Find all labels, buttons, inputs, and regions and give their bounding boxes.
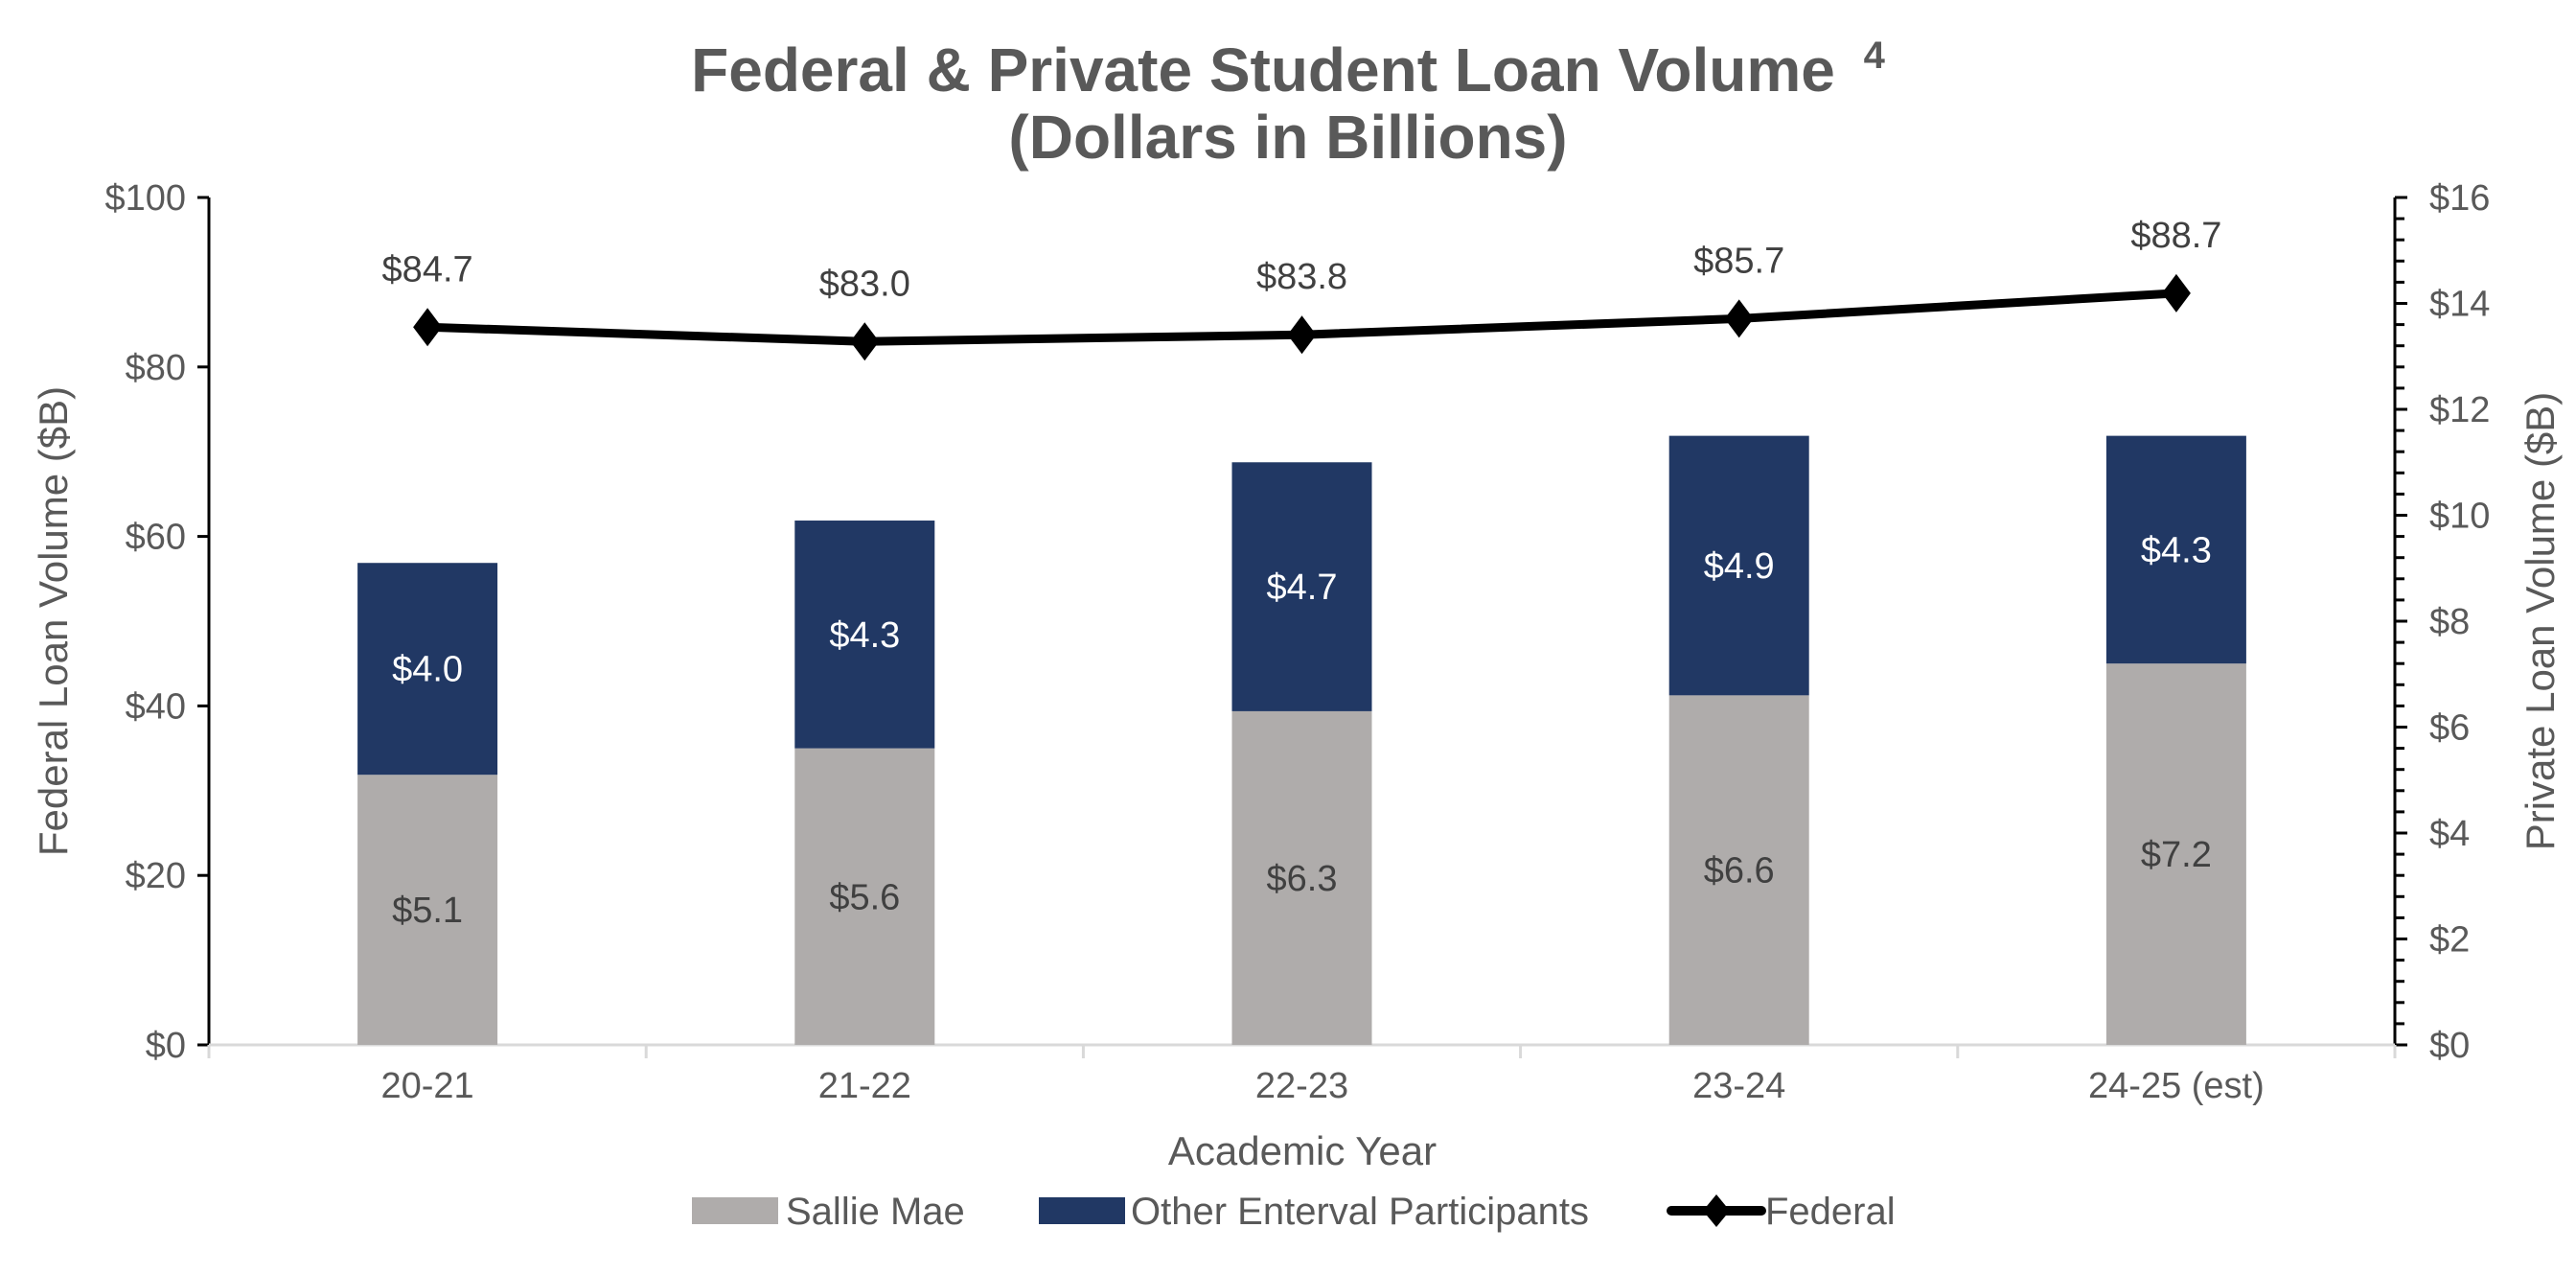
bar-label-other-participants: $4.3 — [829, 615, 900, 656]
left-tick-label: $0 — [146, 1026, 186, 1066]
right-tick-label: $14 — [2429, 285, 2490, 325]
left-y-axis: $0 $20 $40 $60 $80 $100 — [104, 178, 211, 1066]
bar-stack: $7.2 $4.3 — [2105, 435, 2246, 1045]
bar-stack: $6.3 $4.7 — [1231, 462, 1372, 1045]
bar-segment-other-participants — [1668, 435, 1809, 696]
x-tick-label: 22-23 — [1255, 1066, 1348, 1106]
x-axis: 20-21 21-22 22-23 23-24 24-25 (est) — [207, 1043, 2397, 1106]
bar-segment-sallie-mae — [357, 775, 498, 1045]
federal-line-series: $84.7 $83.0 $83.8 $85.7 $88.7 — [382, 216, 2221, 361]
right-tick-label: $16 — [2429, 178, 2490, 219]
x-tick-label: 23-24 — [1692, 1066, 1785, 1106]
legend-swatch-other-participants — [1039, 1197, 1125, 1224]
bar-segment-other-participants — [1231, 462, 1372, 711]
right-tick-label: $4 — [2429, 814, 2470, 854]
bar-label-sallie-mae: $7.2 — [2141, 835, 2212, 875]
left-tick-label: $20 — [126, 856, 186, 896]
federal-data-label: $85.7 — [1693, 241, 1784, 281]
federal-diamond-marker-icon — [413, 308, 443, 347]
x-axis-title: Academic Year — [1168, 1128, 1437, 1173]
legend-federal-diamond-icon — [1703, 1194, 1730, 1227]
x-tick-label: 20-21 — [380, 1066, 473, 1106]
bar-label-sallie-mae: $5.1 — [392, 891, 463, 931]
left-tick-label: $100 — [104, 178, 186, 219]
right-tick-label: $12 — [2429, 390, 2490, 430]
bar-segment-sallie-mae — [2105, 663, 2246, 1045]
right-tick-label: $6 — [2429, 708, 2470, 749]
bar-stack: $5.1 $4.0 — [357, 563, 498, 1045]
bar-label-sallie-mae: $6.3 — [1267, 859, 1338, 899]
bar-label-other-participants: $4.3 — [2141, 530, 2212, 570]
bar-label-other-participants: $4.7 — [1267, 568, 1338, 608]
right-y-axis: $0 $2 $4 $6 $8 $10 $12 $14 $16 — [2393, 178, 2490, 1066]
federal-data-label: $84.7 — [382, 249, 473, 290]
left-tick-label: $80 — [126, 348, 186, 388]
svg-text:Federal & Private Student Loan: Federal & Private Student Loan Volume 4 — [691, 35, 1886, 104]
legend-label-federal: Federal — [1765, 1191, 1896, 1233]
bar-segment-other-participants — [357, 563, 498, 776]
federal-data-label: $88.7 — [2130, 216, 2221, 256]
stacked-bars: $5.1 $4.0 $5.6 $4.3 $6.3 $4.7 $6.6 $4.9 $7.2 $4.3 — [357, 435, 2246, 1045]
right-tick-label: $10 — [2429, 497, 2490, 537]
bar-segment-other-participants — [794, 521, 935, 749]
right-tick-label: $0 — [2429, 1026, 2470, 1066]
right-tick-label: $8 — [2429, 602, 2470, 642]
bar-segment-sallie-mae — [1231, 710, 1372, 1045]
bar-segment-other-participants — [2105, 435, 2246, 664]
federal-data-label: $83.8 — [1256, 257, 1347, 297]
right-axis-title: Private Loan Volume ($B) — [2518, 392, 2563, 851]
x-tick-label: 24-25 (est) — [2088, 1066, 2265, 1106]
title-superscript: 4 — [1864, 35, 1886, 77]
bar-segment-sallie-mae — [794, 748, 935, 1045]
bar-label-other-participants: $4.9 — [1704, 546, 1775, 587]
title-line1: Federal & Private Student Loan Volume — [691, 35, 1835, 104]
left-axis-title: Federal Loan Volume ($B) — [31, 386, 76, 856]
legend-swatch-sallie-mae — [692, 1197, 778, 1224]
bar-label-other-participants: $4.0 — [392, 650, 463, 690]
left-tick-label: $60 — [126, 518, 186, 558]
right-tick-label: $2 — [2429, 920, 2470, 961]
federal-diamond-marker-icon — [850, 322, 880, 361]
federal-diamond-marker-icon — [1724, 299, 1754, 338]
bar-stack: $6.6 $4.9 — [1668, 435, 1809, 1045]
legend: Sallie Mae Other Enterval Participants F… — [692, 1191, 1896, 1233]
bar-segment-sallie-mae — [1668, 695, 1809, 1045]
federal-diamond-marker-icon — [1287, 315, 1317, 355]
bar-label-sallie-mae: $5.6 — [829, 877, 900, 917]
bar-stack: $5.6 $4.3 — [794, 521, 935, 1045]
chart-title: Federal & Private Student Loan Volume 4 … — [691, 35, 1886, 172]
federal-diamond-marker-icon — [2161, 273, 2191, 313]
bar-label-sallie-mae: $6.6 — [1704, 851, 1775, 892]
title-line2: (Dollars in Billions) — [1008, 103, 1567, 172]
left-tick-label: $40 — [126, 686, 186, 727]
legend-label-other-participants: Other Enterval Participants — [1131, 1191, 1589, 1233]
federal-data-label: $83.0 — [819, 264, 910, 304]
x-tick-label: 21-22 — [818, 1066, 911, 1106]
legend-label-sallie-mae: Sallie Mae — [786, 1191, 965, 1233]
